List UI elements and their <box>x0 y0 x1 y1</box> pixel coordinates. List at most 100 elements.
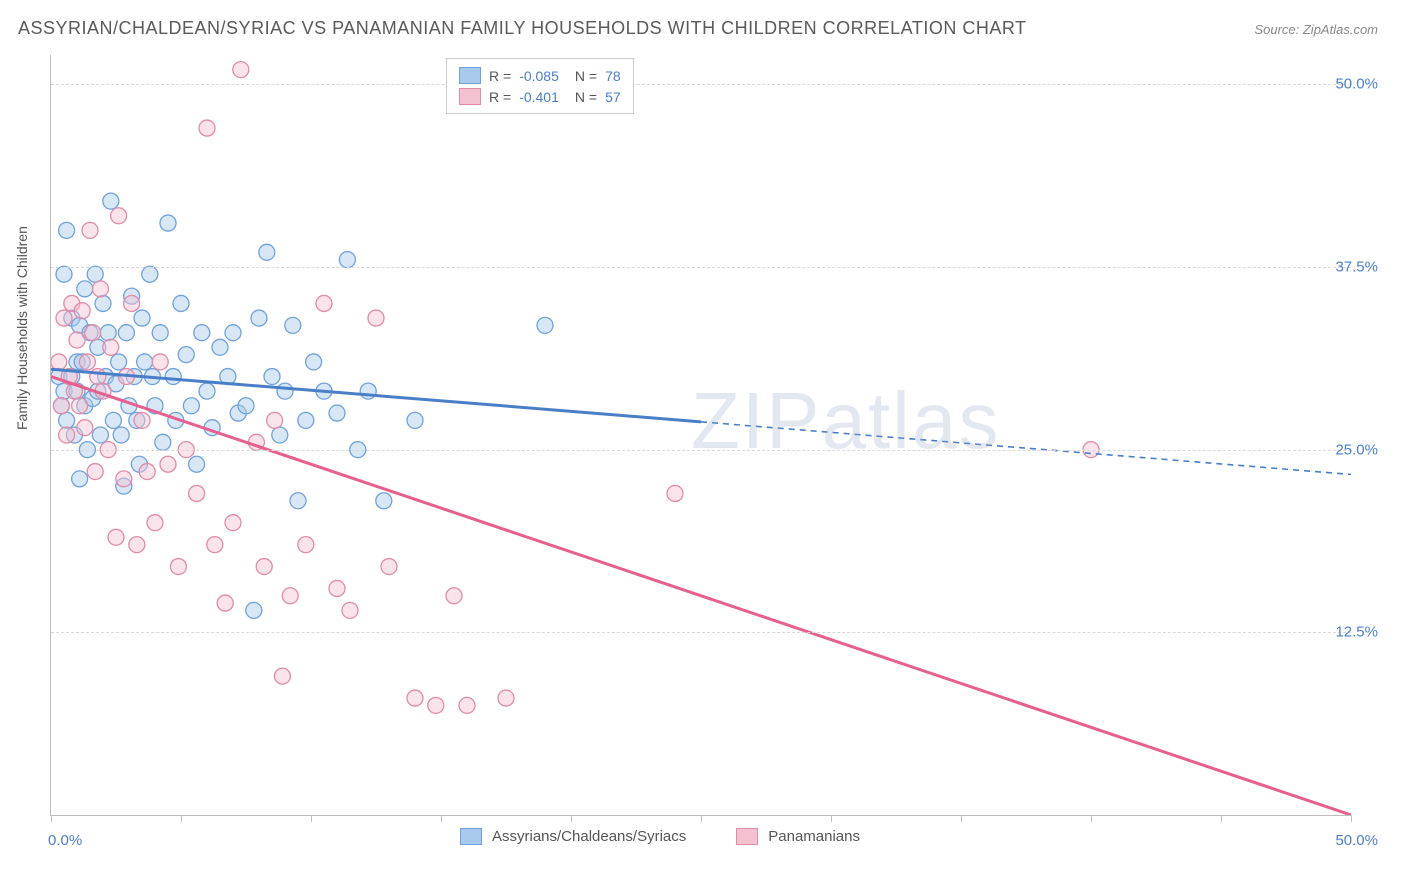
x-tick <box>1221 815 1222 822</box>
legend-r-label: R = <box>489 68 511 84</box>
data-point <box>256 559 272 575</box>
trend-line-extrapolated <box>701 422 1351 475</box>
data-point <box>225 325 241 341</box>
data-point <box>59 427 75 443</box>
x-tick <box>181 815 182 822</box>
data-point <box>155 434 171 450</box>
data-point <box>272 427 288 443</box>
data-point <box>207 537 223 553</box>
x-tick <box>701 815 702 822</box>
data-point <box>134 310 150 326</box>
x-tick <box>51 815 52 822</box>
data-point <box>116 471 132 487</box>
data-point <box>274 668 290 684</box>
data-point <box>667 485 683 501</box>
data-point <box>342 602 358 618</box>
data-point <box>129 537 145 553</box>
data-point <box>225 515 241 531</box>
data-point <box>298 412 314 428</box>
x-tick <box>311 815 312 822</box>
data-point <box>264 369 280 385</box>
x-tick <box>961 815 962 822</box>
data-point <box>199 120 215 136</box>
data-point <box>105 412 121 428</box>
data-point <box>199 383 215 399</box>
legend-n-value: 78 <box>605 68 621 84</box>
legend-series-label: Assyrians/Chaldeans/Syriacs <box>492 828 686 845</box>
series-legend: Assyrians/Chaldeans/Syriacs Panamanians <box>460 828 860 845</box>
data-point <box>267 412 283 428</box>
data-point <box>72 398 88 414</box>
data-point <box>111 354 127 370</box>
data-point <box>79 354 95 370</box>
legend-series-label: Panamanians <box>768 828 860 845</box>
y-tick-label: 37.5% <box>1335 258 1378 275</box>
data-point <box>152 325 168 341</box>
chart-title: ASSYRIAN/CHALDEAN/SYRIAC VS PANAMANIAN F… <box>18 18 1027 39</box>
data-point <box>142 266 158 282</box>
x-axis-min-label: 0.0% <box>48 832 82 849</box>
data-point <box>59 412 75 428</box>
data-point <box>368 310 384 326</box>
legend-row: R = -0.401 N = 57 <box>459 86 621 107</box>
data-point <box>212 339 228 355</box>
data-point <box>298 537 314 553</box>
data-point <box>316 295 332 311</box>
data-point <box>173 295 189 311</box>
data-point <box>217 595 233 611</box>
data-point <box>329 405 345 421</box>
data-point <box>459 697 475 713</box>
legend-n-label: N = <box>575 89 597 105</box>
y-tick-label: 12.5% <box>1335 624 1378 641</box>
data-point <box>246 602 262 618</box>
data-point <box>85 325 101 341</box>
gridline <box>51 84 1351 85</box>
data-point <box>238 398 254 414</box>
trend-line <box>51 369 701 422</box>
data-point <box>95 295 111 311</box>
data-point <box>53 398 69 414</box>
data-point <box>59 222 75 238</box>
legend-r-value: -0.401 <box>519 89 559 105</box>
x-tick <box>441 815 442 822</box>
data-point <box>113 427 129 443</box>
data-point <box>290 493 306 509</box>
data-point <box>428 697 444 713</box>
data-point <box>277 383 293 399</box>
data-point <box>194 325 210 341</box>
y-tick-label: 25.0% <box>1335 441 1378 458</box>
x-tick <box>571 815 572 822</box>
data-point <box>160 456 176 472</box>
data-point <box>170 559 186 575</box>
data-point <box>90 369 106 385</box>
data-point <box>160 215 176 231</box>
data-point <box>306 354 322 370</box>
data-point <box>103 339 119 355</box>
data-point <box>56 310 72 326</box>
source-attribution: Source: ZipAtlas.com <box>1254 22 1378 37</box>
y-tick-label: 50.0% <box>1335 76 1378 93</box>
data-point <box>139 464 155 480</box>
data-point <box>118 325 134 341</box>
x-tick <box>1091 815 1092 822</box>
data-point <box>537 317 553 333</box>
data-point <box>82 222 98 238</box>
data-point <box>137 354 153 370</box>
legend-n-label: N = <box>575 68 597 84</box>
data-point <box>51 354 67 370</box>
trend-line <box>51 377 1351 815</box>
legend-swatch-icon <box>459 88 481 105</box>
data-point <box>87 464 103 480</box>
data-point <box>147 515 163 531</box>
data-point <box>282 588 298 604</box>
data-point <box>69 332 85 348</box>
x-tick <box>831 815 832 822</box>
gridline <box>51 450 1351 451</box>
data-point <box>74 303 90 319</box>
data-point <box>285 317 301 333</box>
data-point <box>77 281 93 297</box>
data-point <box>87 266 103 282</box>
legend-n-value: 57 <box>605 89 621 105</box>
data-point <box>189 485 205 501</box>
data-point <box>103 193 119 209</box>
